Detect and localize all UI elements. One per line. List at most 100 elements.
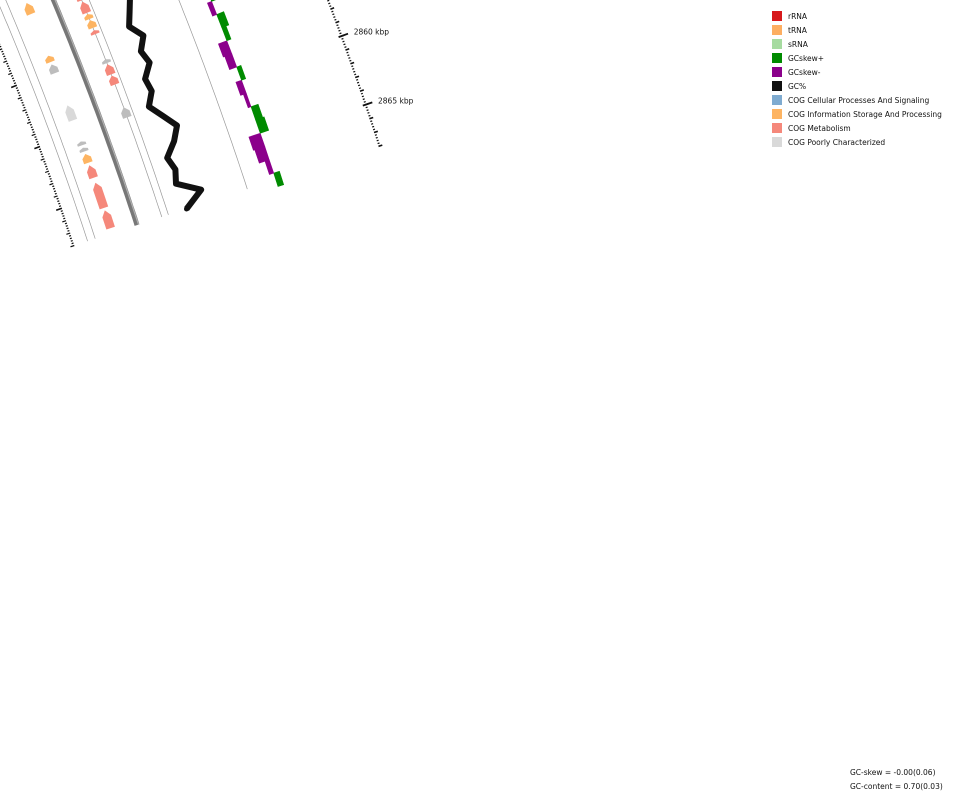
- inner-scale-tick: [47, 173, 51, 175]
- gc-content-point: [126, 24, 132, 30]
- inner-scale-tick: [16, 89, 19, 92]
- gene-feature: [109, 75, 120, 87]
- legend-swatch: [772, 39, 782, 49]
- inner-scale-tick: [6, 62, 9, 65]
- inner-scale-tick: [2, 53, 5, 55]
- minor-tick: [327, 0, 330, 2]
- minor-tick: [351, 65, 354, 68]
- gc-skew-negative-bar: [224, 53, 238, 70]
- minor-tick: [363, 101, 366, 103]
- gc-content-point: [164, 155, 170, 161]
- gc-skew-positive-bar: [216, 11, 230, 28]
- legend-swatch: [772, 109, 782, 119]
- minor-tick: [332, 13, 335, 16]
- inner-scale-tick: [36, 143, 40, 146]
- inner-scale-tick: [22, 104, 25, 107]
- inner-scale-tick: [15, 87, 19, 89]
- legend-item: GC%: [772, 79, 942, 93]
- inner-scale-tick: [8, 70, 12, 72]
- minor-tick: [365, 106, 368, 109]
- tick-label: 2860 kbp: [354, 28, 390, 37]
- inner-scale-tick: [71, 242, 74, 245]
- major-tick: [362, 101, 373, 107]
- legend-swatch: [772, 53, 782, 63]
- inner-scale-tick: [40, 153, 43, 156]
- inner-scale-tick: [0, 48, 3, 51]
- minor-tick: [358, 87, 362, 90]
- inner-scale-tick: [53, 195, 58, 198]
- inner-scale-tick: [55, 207, 63, 211]
- legend-item: tRNA: [772, 23, 942, 37]
- minor-tick-kbp: [330, 7, 335, 10]
- legend-swatch: [772, 123, 782, 133]
- inner-scale-tick: [52, 185, 55, 188]
- gene-feature: [65, 105, 78, 122]
- guide-arc: [5, 0, 96, 239]
- minor-tick: [356, 79, 359, 81]
- legend-item: GCskew-: [772, 65, 942, 79]
- minor-tick: [348, 57, 351, 59]
- inner-scale-tick: [35, 138, 38, 141]
- inner-scale-tick: [41, 155, 44, 158]
- inner-scale-tick: [39, 150, 43, 153]
- inner-scale-tick: [11, 77, 15, 80]
- gc-content-point: [184, 206, 189, 212]
- gc-content-track: [126, 0, 205, 212]
- minor-tick: [339, 32, 342, 35]
- legend-item: sRNA: [772, 37, 942, 51]
- legend-label: GCskew-: [788, 67, 821, 77]
- inner-scale-tick: [4, 57, 7, 60]
- minor-tick: [366, 109, 369, 112]
- gene-feature: [87, 165, 98, 180]
- inner-scale-tick: [32, 131, 35, 134]
- minor-tick: [343, 43, 346, 46]
- minor-tick: [362, 98, 365, 101]
- minor-tick: [375, 136, 378, 139]
- legend-swatch: [772, 67, 782, 77]
- minor-tick-kbp: [350, 61, 355, 65]
- inner-scale-tick: [29, 123, 33, 126]
- inner-scale-tick: [17, 92, 20, 94]
- legend-item: COG Information Storage And Processing: [772, 107, 942, 121]
- gc-skew-negative-bar: [218, 40, 233, 58]
- gene-feature: [76, 0, 83, 2]
- inner-scale-tick: [50, 180, 53, 183]
- gene-feature: [49, 64, 60, 75]
- gc-content-point: [140, 33, 146, 39]
- minor-tick: [352, 68, 355, 70]
- inner-scale-tick: [34, 145, 41, 150]
- minor-tick: [367, 112, 370, 114]
- legend-label: tRNA: [788, 25, 807, 35]
- gene-feature: [84, 14, 94, 21]
- minor-tick: [372, 128, 376, 131]
- inner-scale-tick: [70, 240, 73, 242]
- inner-scale-tick: [60, 210, 63, 212]
- gc-content-point: [173, 181, 179, 187]
- inner-scale-tick: [45, 165, 48, 168]
- gene-feature: [121, 107, 132, 119]
- minor-tick: [349, 59, 352, 62]
- inner-scale-tick: [23, 106, 26, 109]
- minor-tick: [372, 125, 375, 128]
- inner-scale-tick: [52, 187, 56, 190]
- gene-feature: [93, 182, 109, 210]
- major-tick: [338, 32, 349, 38]
- legend-label: sRNA: [788, 39, 808, 49]
- inner-scale-tick: [62, 220, 67, 223]
- inner-scale-tick: [61, 212, 64, 215]
- inner-scale-tick: [49, 182, 54, 186]
- gc-skew-negative-bar: [243, 93, 252, 109]
- tick-label: 2865 kbp: [378, 97, 414, 106]
- minor-tick: [336, 24, 339, 27]
- inner-scale-tick: [49, 178, 52, 180]
- inner-scale-tick: [36, 141, 39, 143]
- minor-tick: [377, 142, 380, 145]
- guide-arc: [88, 0, 169, 215]
- legend-item: COG Metabolism: [772, 121, 942, 135]
- gene-feature: [80, 1, 92, 15]
- gc-content-line: [126, 0, 205, 211]
- inner-scale-tick: [53, 190, 57, 193]
- inner-scale-tick: [26, 121, 32, 124]
- gc-content-point: [198, 187, 204, 193]
